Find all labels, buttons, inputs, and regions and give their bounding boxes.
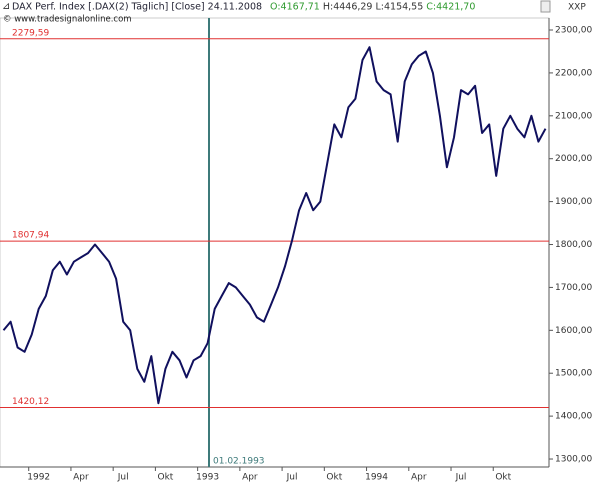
reference-label: 2279,59 [12, 28, 49, 38]
menu-button[interactable] [540, 0, 551, 13]
x-tick-label: Jul [286, 473, 298, 483]
quote: H:4446,29 [323, 2, 373, 13]
y-tick-label: 1500,00 [555, 369, 592, 379]
y-tick-label: 1600,00 [555, 326, 592, 336]
y-tick-label: 2000,00 [555, 154, 592, 164]
x-tick-label: 1994 [365, 473, 388, 483]
reference-label: 1420,12 [12, 397, 49, 407]
x-tick-label: Jul [455, 473, 467, 483]
price-line [2, 46, 547, 405]
y-tick-label: 1700,00 [555, 283, 592, 293]
icon: ⊿ [2, 1, 10, 12]
chart-title: DAX Perf. Index [.DAX(2) Täglich] [Close… [12, 2, 262, 13]
x-tick-label: 1993 [196, 473, 219, 483]
y-tick-label: 1800,00 [555, 240, 592, 250]
quote: C:4421,70 [426, 2, 475, 13]
corner-label: XXP [568, 3, 586, 13]
plot-area [0, 17, 550, 468]
y-tick-label: 2200,00 [555, 68, 592, 78]
x-tick-label: Okt [495, 473, 511, 483]
y-tick-label: 1900,00 [555, 197, 592, 207]
quote: O:4167,71 [270, 2, 320, 13]
y-tick-label: 2300,00 [555, 26, 592, 36]
y-tick-label: 1400,00 [555, 412, 592, 422]
date-marker-label: 01.02.1993 [213, 457, 265, 467]
x-tick-label: Okt [157, 473, 173, 483]
quote: L:4154,55 [375, 2, 423, 13]
x-tick-label: Apr [73, 473, 89, 483]
x-tick-label: 1992 [27, 473, 50, 483]
source: © www.tradesignalonline.com [3, 15, 132, 25]
x-tick-label: Apr [411, 473, 427, 483]
x-tick-label: Apr [242, 473, 258, 483]
reference-label: 1807,94 [12, 231, 49, 241]
x-tick-label: Okt [326, 473, 342, 483]
y-tick-label: 1300,00 [555, 455, 592, 465]
x-tick-label: Jul [117, 473, 129, 483]
y-tick-label: 2100,00 [555, 111, 592, 121]
